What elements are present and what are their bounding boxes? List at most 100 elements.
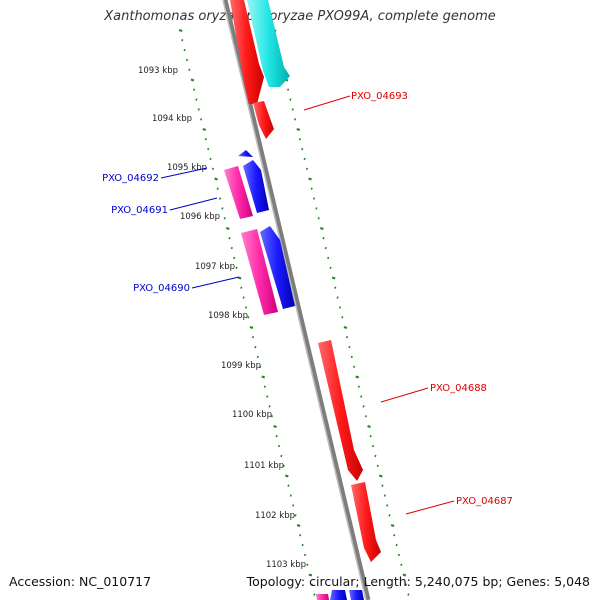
kbp-tick-right — [301, 147, 304, 151]
gene-label[interactable]: PXO_04692 — [102, 173, 159, 184]
kbp-tick-left — [266, 395, 269, 398]
gene-pink-pxo04690[interactable] — [241, 229, 278, 315]
kbp-tick-right — [329, 266, 332, 270]
kbp-tick-right — [383, 494, 386, 497]
genome-backbone-highlight — [222, 0, 367, 600]
kbp-tick-right — [324, 246, 327, 250]
kbp-tick-right — [305, 167, 308, 171]
gene-red-pxo04688[interactable] — [318, 340, 363, 481]
kbp-tick-left — [223, 217, 226, 220]
kbp-tick-left — [268, 405, 271, 408]
gene-red-forward-upper[interactable] — [230, 0, 264, 104]
kbp-tick-left — [207, 147, 210, 151]
kbp-tick-right — [397, 553, 401, 557]
kbp-tick-left — [178, 28, 183, 33]
kbp-label: 1096 kbp — [180, 212, 220, 222]
kbp-tick-left — [256, 355, 259, 359]
kbp-tick-right — [362, 405, 365, 408]
kbp-tick-left — [195, 98, 198, 101]
kbp-tick-left — [200, 118, 203, 121]
kbp-tick-left — [263, 385, 266, 388]
kbp-tick-left — [221, 207, 224, 210]
kbp-tick-left — [270, 415, 273, 418]
kbp-tick-left — [313, 593, 316, 596]
kbp-label: 1099 kbp — [221, 361, 261, 371]
kbp-tick-left — [188, 68, 191, 72]
gene-label[interactable]: PXO_04688 — [430, 383, 487, 394]
kbp-tick-right — [317, 217, 320, 220]
kbp-tick-left — [284, 474, 289, 478]
kbp-tick-left — [181, 38, 184, 42]
kbp-tick-left — [233, 256, 236, 260]
kbp-tick-left — [240, 286, 243, 289]
kbp-tick-left — [235, 266, 238, 270]
kbp-tick-right — [289, 98, 292, 101]
gene-label-leader — [380, 387, 429, 403]
gene-blue-small[interactable] — [238, 150, 253, 157]
kbp-tick-right — [386, 504, 389, 507]
kbp-tick-right — [315, 207, 318, 210]
gene-label[interactable]: PXO_04690 — [133, 283, 190, 294]
kbp-tick-left — [280, 454, 283, 458]
gene-blue-bottom[interactable] — [330, 590, 347, 600]
kbp-label: 1101 kbp — [244, 461, 284, 471]
kbp-tick-left — [190, 78, 195, 82]
gene-label-leader — [303, 95, 351, 111]
gene-blue-pxo04690[interactable] — [260, 226, 295, 309]
kbp-tick-right — [294, 118, 297, 121]
gene-pink-bottom[interactable] — [316, 594, 329, 600]
kbp-tick-right — [355, 375, 360, 379]
kbp-tick-left — [197, 108, 200, 111]
kbp-tick-left — [225, 226, 230, 231]
kbp-tick-left — [296, 523, 301, 528]
gene-label-leader — [160, 167, 208, 179]
kbp-tick-right — [381, 484, 384, 487]
gene-red-pxo04693[interactable] — [253, 101, 274, 139]
gene-blue-bottom-2[interactable] — [349, 590, 364, 600]
gene-label-leader — [405, 500, 455, 515]
kbp-tick-right — [331, 276, 336, 280]
kbp-tick-right — [371, 444, 375, 448]
kbp-tick-left — [301, 543, 304, 547]
kbp-tick-left — [242, 296, 245, 299]
kbp-tick-right — [390, 523, 395, 528]
kbp-tick-left — [306, 563, 309, 567]
kbp-label: 1098 kbp — [208, 311, 248, 321]
gene-label[interactable]: PXO_04691 — [111, 205, 168, 216]
kbp-tick-left — [237, 276, 242, 280]
kbp-label: 1100 kbp — [232, 410, 272, 420]
kbp-tick-right — [395, 543, 398, 547]
kbp-tick-right — [298, 137, 301, 141]
gene-cyan-forward[interactable] — [247, 0, 290, 87]
gene-label[interactable]: PXO_04693 — [351, 91, 408, 102]
kbp-tick-right — [341, 316, 344, 319]
kbp-tick-right — [374, 454, 377, 458]
gene-label[interactable]: PXO_04687 — [456, 496, 513, 507]
kbp-label: 1093 kbp — [138, 66, 178, 76]
kbp-tick-right — [308, 177, 312, 181]
kbp-label: 1094 kbp — [152, 114, 192, 124]
kbp-tick-left — [292, 504, 295, 507]
kbp-tick-right — [336, 296, 339, 299]
kbp-tick-left — [287, 484, 290, 487]
kbp-tick-left — [294, 514, 297, 517]
kbp-tick-track-left — [178, 28, 316, 596]
kbp-label: 1097 kbp — [195, 262, 235, 272]
kbp-tick-left — [211, 167, 214, 171]
kbp-tick-left — [204, 137, 207, 141]
genome-title: Xanthomonas oryzae pv. oryzae PXO99A, co… — [104, 9, 496, 24]
kbp-tick-left — [244, 306, 248, 309]
kbp-tick-left — [289, 494, 292, 497]
kbp-tick-right — [296, 127, 301, 132]
gene-pink-pxo04691[interactable] — [224, 166, 253, 219]
kbp-tick-right — [310, 187, 313, 190]
kbp-tick-right — [303, 157, 306, 161]
gene-red-pxo04687[interactable] — [351, 482, 381, 562]
kbp-tick-left — [299, 533, 302, 537]
kbp-label: 1102 kbp — [255, 511, 295, 521]
kbp-tick-right — [357, 385, 360, 388]
gene-blue-pxo04692[interactable] — [243, 160, 269, 213]
kbp-tick-left — [277, 444, 281, 448]
kbp-tick-right — [407, 593, 410, 596]
